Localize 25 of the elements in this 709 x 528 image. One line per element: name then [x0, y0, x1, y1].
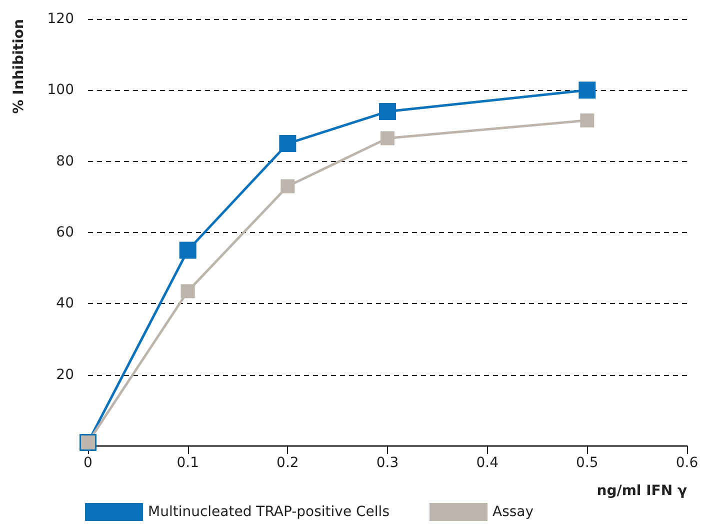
y-tick-label: 80: [56, 153, 74, 170]
point: [580, 113, 594, 128]
point: [280, 179, 295, 194]
y-tick-label: 100: [47, 82, 74, 98]
point: [179, 242, 196, 259]
point: [379, 103, 396, 120]
x-tick-label: 0.5: [576, 455, 598, 471]
x-tick-label: 0.3: [376, 455, 399, 471]
y-tick-label: 20: [56, 366, 74, 383]
point: [578, 82, 596, 99]
x-tick-label: 0.1: [176, 455, 199, 471]
x-tick-label: 0.6: [676, 455, 698, 471]
legend-label: Multinucleated TRAP-positive Cells: [148, 504, 390, 520]
point: [180, 284, 195, 298]
x-tick-label: 0.4: [476, 455, 499, 471]
y-tick-label: 60: [56, 224, 74, 240]
x-tick-label: 0.2: [276, 455, 299, 471]
point: [279, 135, 296, 152]
legend-label: Assay: [492, 504, 534, 520]
y-tick-label: 40: [56, 296, 74, 312]
point: [380, 131, 394, 146]
x-tick-label: 0: [84, 455, 92, 471]
y-axis-title: % Inhibition: [11, 19, 27, 114]
y-tick-label: 120: [47, 11, 74, 27]
x-axis-title: ng/ml IFN γ: [596, 483, 688, 499]
